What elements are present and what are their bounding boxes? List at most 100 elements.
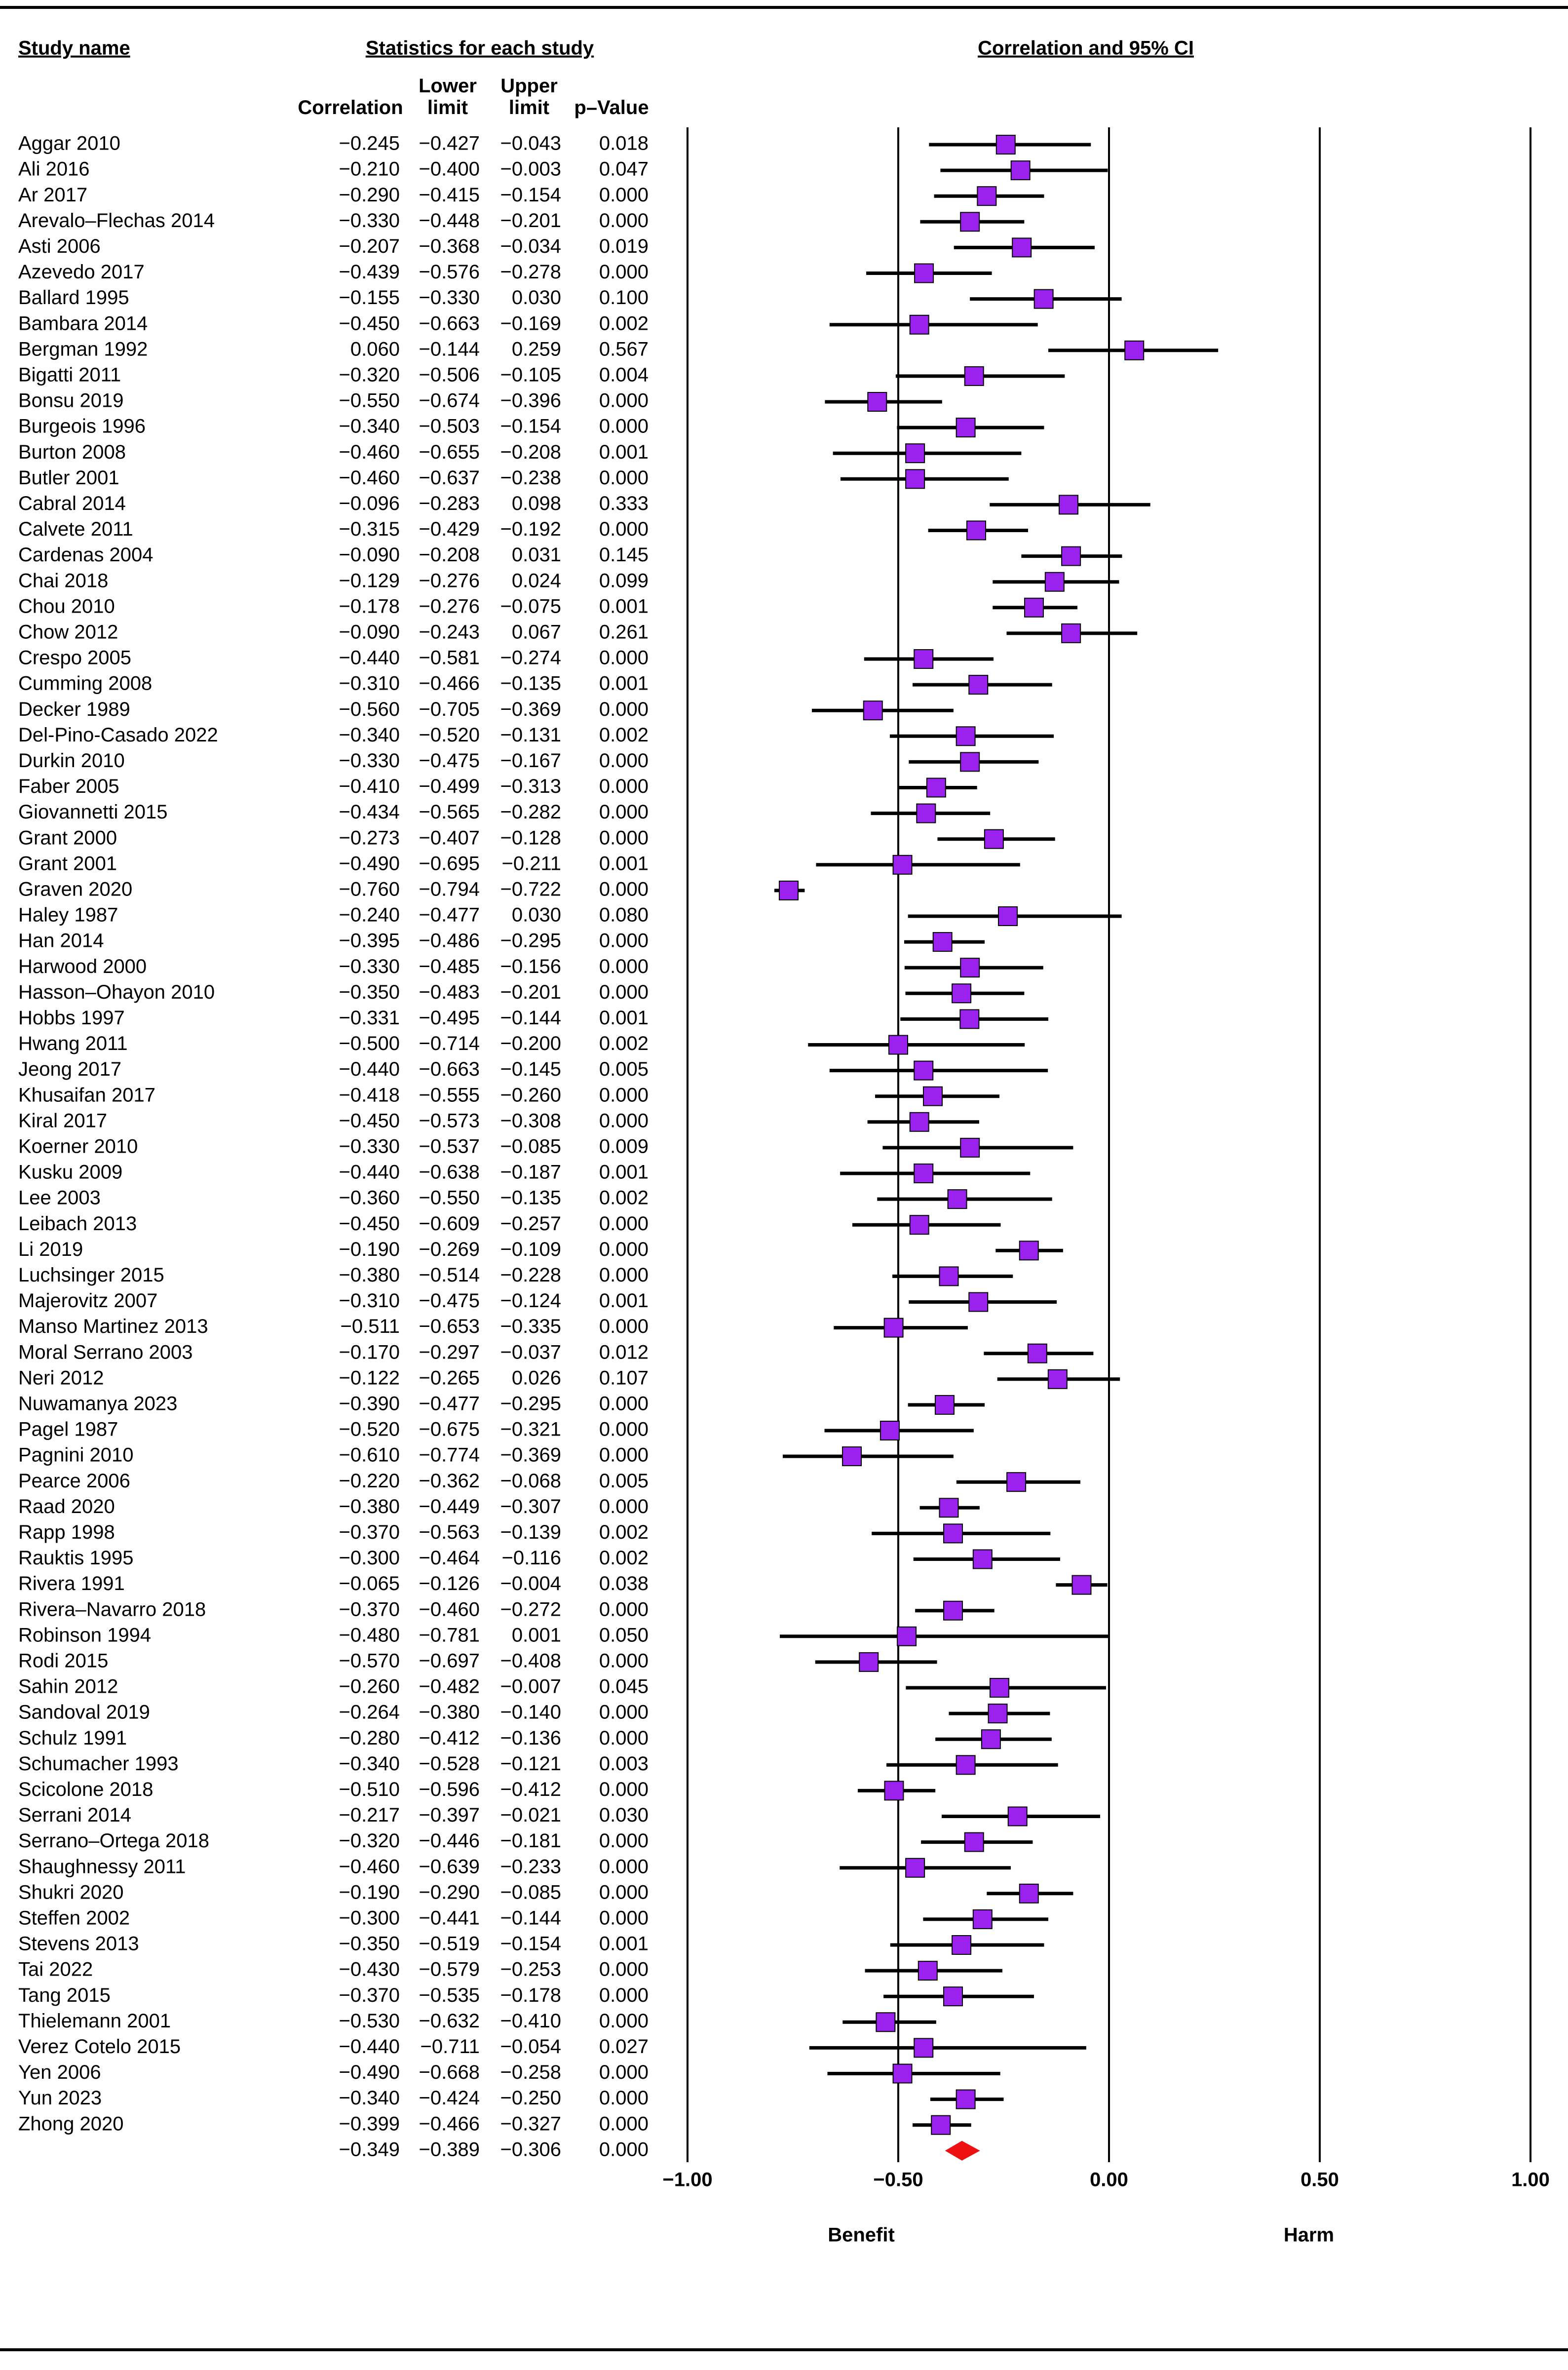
- table-value: 0.000: [599, 699, 649, 720]
- table-value: −0.486: [419, 930, 480, 952]
- table-value: −0.156: [500, 956, 561, 977]
- table-value: −0.136: [500, 1727, 561, 1749]
- table-value: −0.579: [419, 1959, 480, 1981]
- table-value: −0.475: [419, 750, 480, 772]
- study-name: Butler 2001: [18, 467, 119, 489]
- effect-square: [916, 803, 936, 823]
- study-name: Tang 2015: [18, 1984, 111, 2006]
- table-value: −0.638: [419, 1162, 480, 1183]
- study-name: Yun 2023: [18, 2087, 102, 2109]
- table-value: −0.520: [419, 724, 480, 746]
- table-value: 0.000: [599, 1881, 649, 1903]
- column-header: Upper limit: [500, 75, 558, 118]
- table-value: −0.596: [419, 1779, 480, 1800]
- table-value: −0.264: [339, 1702, 400, 1723]
- effect-square: [883, 1318, 904, 1338]
- study-name: Aggar 2010: [18, 133, 120, 155]
- table-value: 0.000: [599, 1213, 649, 1235]
- table-value: −0.475: [419, 1290, 480, 1312]
- study-name: Shukri 2020: [18, 1881, 123, 1903]
- table-value: −0.276: [419, 595, 480, 617]
- table-value: −0.450: [339, 1110, 400, 1131]
- effect-square: [909, 1112, 929, 1132]
- effect-square: [984, 829, 1004, 849]
- table-value: −0.705: [419, 699, 480, 720]
- column-header: p–Value: [574, 97, 649, 118]
- table-value: −0.520: [339, 1419, 400, 1440]
- table-value: 0.261: [599, 621, 649, 643]
- effect-square: [932, 932, 953, 952]
- table-value: 0.001: [599, 595, 649, 617]
- table-value: −0.085: [500, 1881, 561, 1903]
- table-value: 0.000: [599, 878, 649, 900]
- table-value: 0.005: [599, 1470, 649, 1492]
- study-name: Han 2014: [18, 930, 104, 952]
- table-value: −0.565: [419, 801, 480, 823]
- table-value: 0.000: [599, 1419, 649, 1440]
- table-value: −0.490: [339, 853, 400, 874]
- effect-square: [968, 1292, 989, 1312]
- table-value: −0.380: [339, 1264, 400, 1286]
- table-value: −0.369: [500, 1444, 561, 1466]
- study-name: Tai 2022: [18, 1959, 93, 1981]
- table-value: −0.441: [419, 1907, 480, 1929]
- study-name: Steffen 2002: [18, 1907, 130, 1929]
- x-tick-label: 0.00: [1090, 2169, 1128, 2191]
- study-name: Schulz 1991: [18, 1727, 127, 1749]
- table-value: −0.499: [419, 776, 480, 797]
- study-name: Cabral 2014: [18, 493, 126, 514]
- study-name: Manso Martinez 2013: [18, 1316, 208, 1337]
- table-value: −0.440: [339, 1162, 400, 1183]
- table-value: −0.327: [500, 2113, 561, 2135]
- table-value: 0.000: [599, 2010, 649, 2032]
- effect-square: [914, 2038, 934, 2058]
- table-value: −0.034: [500, 235, 561, 257]
- study-name: Shaughnessy 2011: [18, 1856, 186, 1877]
- table-value: 0.031: [512, 544, 561, 566]
- table-value: −0.407: [419, 827, 480, 849]
- table-value: −0.154: [500, 184, 561, 206]
- column-header-box: p–Value: [574, 97, 649, 118]
- table-value: −0.511: [341, 1316, 400, 1337]
- table-value: 0.001: [599, 673, 649, 695]
- table-value: −0.131: [500, 724, 561, 746]
- study-name: Luchsinger 2015: [18, 1264, 164, 1286]
- table-value: −0.395: [339, 930, 400, 952]
- table-value: −0.315: [339, 518, 400, 540]
- table-value: −0.307: [500, 1496, 561, 1517]
- table-value: −0.144: [419, 338, 480, 360]
- table-value: −0.506: [419, 364, 480, 386]
- table-value: −0.273: [339, 827, 400, 849]
- table-value: 0.259: [512, 338, 561, 360]
- table-value: 0.030: [512, 904, 561, 926]
- table-value: −0.460: [339, 1856, 400, 1877]
- study-name: Grant 2001: [18, 853, 117, 874]
- table-value: −0.460: [419, 1598, 480, 1620]
- table-value: −0.655: [419, 441, 480, 463]
- table-value: 0.000: [599, 2138, 649, 2160]
- effect-square: [964, 366, 984, 386]
- table-value: −0.340: [339, 2087, 400, 2109]
- table-value: −0.483: [419, 981, 480, 1003]
- table-value: −0.495: [419, 1007, 480, 1029]
- effect-square: [905, 1858, 925, 1878]
- table-value: −0.581: [419, 647, 480, 669]
- study-header: Study name: [18, 38, 130, 59]
- table-value: −0.331: [339, 1007, 400, 1029]
- x-tick-label: −1.00: [662, 2169, 712, 2191]
- table-value: −0.369: [500, 699, 561, 720]
- study-name: Schumacher 1993: [18, 1753, 179, 1775]
- table-value: −0.397: [419, 1804, 480, 1826]
- table-value: −0.245: [339, 133, 400, 155]
- table-value: −0.154: [500, 416, 561, 437]
- table-value: −0.711: [421, 2036, 480, 2058]
- effect-square: [956, 726, 976, 746]
- effect-square: [1010, 160, 1031, 181]
- table-value: −0.043: [500, 133, 561, 155]
- table-value: −0.330: [419, 287, 480, 309]
- effect-square: [1019, 1883, 1039, 1904]
- table-value: −0.794: [419, 878, 480, 900]
- table-value: −0.637: [419, 467, 480, 489]
- table-value: 0.000: [599, 1856, 649, 1877]
- table-value: −0.340: [339, 1753, 400, 1775]
